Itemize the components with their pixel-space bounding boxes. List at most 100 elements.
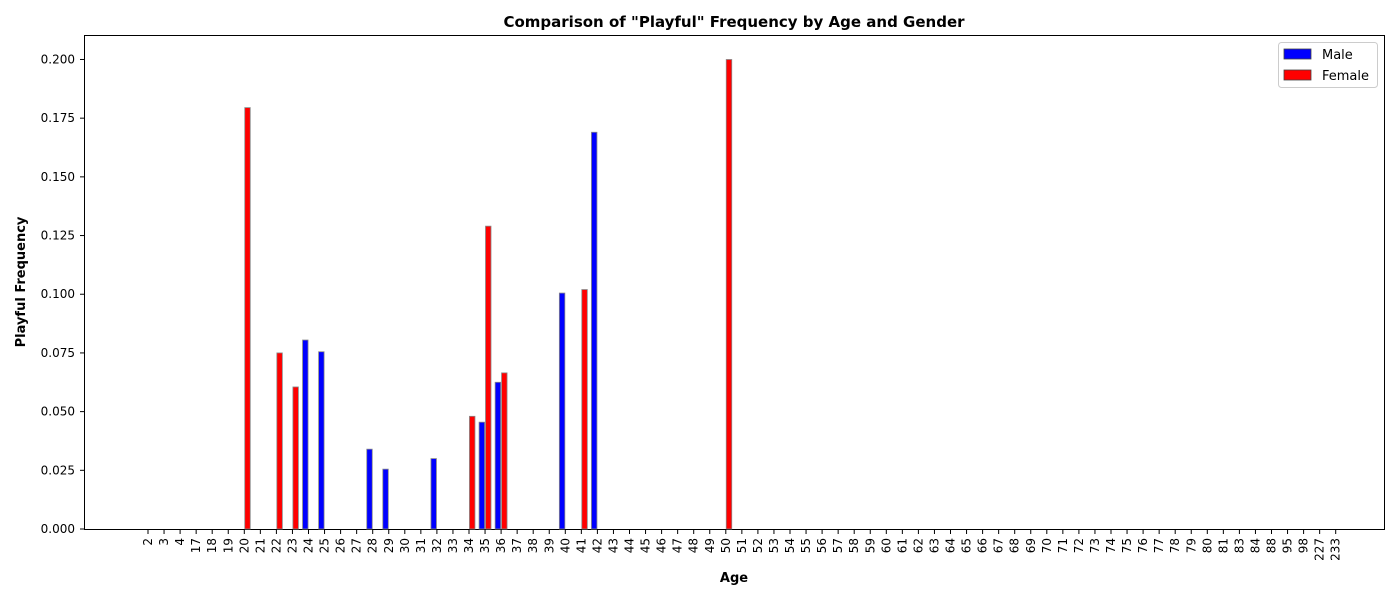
y-axis-label: Playful Frequency <box>14 216 29 347</box>
bars-layer <box>244 59 733 530</box>
x-tick-label: 17 <box>189 538 203 553</box>
x-tick-label: 70 <box>1040 538 1054 553</box>
y-tick-label: 0.025 <box>41 463 75 477</box>
x-tick-label: 60 <box>879 538 893 553</box>
bar-male-36 <box>494 381 502 530</box>
x-tick-label: 57 <box>831 538 845 553</box>
y-tick-label: 0.100 <box>41 287 75 301</box>
x-axis-label: Age <box>720 571 748 586</box>
x-tick-label: 20 <box>237 538 251 553</box>
x-tick-label: 52 <box>751 538 765 553</box>
x-tick-label: 2 <box>141 538 155 546</box>
x-tick-label: 95 <box>1281 538 1295 553</box>
x-tick-label: 50 <box>719 538 733 553</box>
x-tick-label: 59 <box>863 538 877 553</box>
x-tick-label: 3 <box>157 538 171 546</box>
x-tick-label: 21 <box>253 538 267 553</box>
y-tick-label: 0.075 <box>41 346 75 360</box>
y-tick-label: 0.050 <box>41 405 75 419</box>
x-tick-label: 62 <box>911 538 925 553</box>
x-tick-label: 38 <box>526 538 540 553</box>
bar-female-22 <box>276 352 283 530</box>
x-tick-label: 74 <box>1104 538 1118 553</box>
x-tick-label: 36 <box>494 538 508 553</box>
x-tick-label: 72 <box>1072 538 1086 553</box>
x-tick-label: 79 <box>1184 538 1198 553</box>
x-tick-label: 51 <box>735 538 749 553</box>
x-tick-label: 30 <box>398 538 412 553</box>
x-tick-label: 71 <box>1056 538 1070 553</box>
x-tick-label: 75 <box>1120 538 1134 553</box>
bar-female-50 <box>725 59 733 530</box>
x-tick-label: 47 <box>671 538 685 553</box>
legend-label-female: Female <box>1322 69 1369 84</box>
x-tick-label: 88 <box>1265 538 1279 553</box>
x-tick-label: 73 <box>1088 538 1102 553</box>
x-tick-label: 66 <box>976 538 990 553</box>
x-tick-label: 18 <box>205 538 219 553</box>
x-tick-label: 78 <box>1168 538 1182 553</box>
bar-female-23 <box>292 386 299 530</box>
x-tick-label: 22 <box>269 538 283 553</box>
x-tick-label: 31 <box>414 538 428 553</box>
bar-female-36 <box>501 372 508 530</box>
bar-male-24 <box>302 339 309 530</box>
x-tick-label: 19 <box>221 538 235 553</box>
bar-female-41 <box>581 289 588 530</box>
x-tick-label: 26 <box>334 538 348 553</box>
x-tick-label: 23 <box>285 538 299 553</box>
x-tick-label: 32 <box>430 538 444 553</box>
y-tick-label: 0.200 <box>41 52 75 66</box>
x-tick-label: 63 <box>927 538 941 553</box>
legend-label-male: Male <box>1322 48 1353 63</box>
x-tick-label: 233 <box>1329 538 1343 561</box>
x-tick-label: 41 <box>574 538 588 553</box>
x-tick-label: 61 <box>895 538 909 553</box>
x-tick-label: 43 <box>606 538 620 553</box>
bar-male-32 <box>430 458 437 530</box>
x-tick-label: 64 <box>944 538 958 553</box>
x-tick-label: 45 <box>639 538 653 553</box>
bar-male-42 <box>591 131 598 530</box>
bar-female-34 <box>469 415 476 530</box>
x-tick-label: 83 <box>1232 538 1246 553</box>
bar-female-35 <box>485 225 492 530</box>
y-axis: 0.000 0.025 0.050 0.075 0.100 0.125 0.150 0.175… <box>41 52 85 536</box>
x-tick-label: 67 <box>992 538 1006 553</box>
x-axis: 2 3 4 17 18 19 20 21 22 23 24 25 26 27 28 29 30 31 32 33 34 3… <box>141 529 1343 561</box>
y-tick-label: 0.175 <box>41 111 75 125</box>
y-tick-label: 0.000 <box>41 522 75 536</box>
x-tick-label: 81 <box>1216 538 1230 553</box>
x-tick-label: 44 <box>623 538 637 553</box>
x-tick-label: 65 <box>960 538 974 553</box>
x-tick-label: 46 <box>655 538 669 553</box>
x-tick-label: 39 <box>542 538 556 553</box>
x-tick-label: 80 <box>1200 538 1214 553</box>
y-tick-label: 0.125 <box>41 229 75 243</box>
bar-male-28 <box>366 448 373 530</box>
x-tick-label: 53 <box>767 538 781 553</box>
x-tick-label: 68 <box>1008 538 1022 553</box>
x-tick-label: 34 <box>462 538 476 553</box>
plot-area-frame <box>84 35 1385 530</box>
x-tick-label: 4 <box>173 538 187 546</box>
legend-swatch-female <box>1283 69 1312 81</box>
x-tick-label: 42 <box>590 538 604 553</box>
x-tick-label: 24 <box>302 538 316 553</box>
x-tick-label: 58 <box>847 538 861 553</box>
x-tick-label: 25 <box>318 538 332 553</box>
x-tick-label: 40 <box>558 538 572 553</box>
x-tick-label: 37 <box>510 538 524 553</box>
x-tick-label: 227 <box>1313 538 1327 561</box>
x-tick-label: 56 <box>815 538 829 553</box>
x-tick-label: 49 <box>703 538 717 553</box>
y-tick-label: 0.150 <box>41 170 75 184</box>
x-tick-label: 55 <box>799 538 813 553</box>
bar-male-40 <box>558 292 566 530</box>
x-tick-label: 76 <box>1136 538 1150 553</box>
x-tick-label: 54 <box>783 538 797 553</box>
x-tick-label: 77 <box>1152 538 1166 553</box>
bar-male-35 <box>478 421 486 530</box>
x-tick-label: 98 <box>1297 538 1311 553</box>
